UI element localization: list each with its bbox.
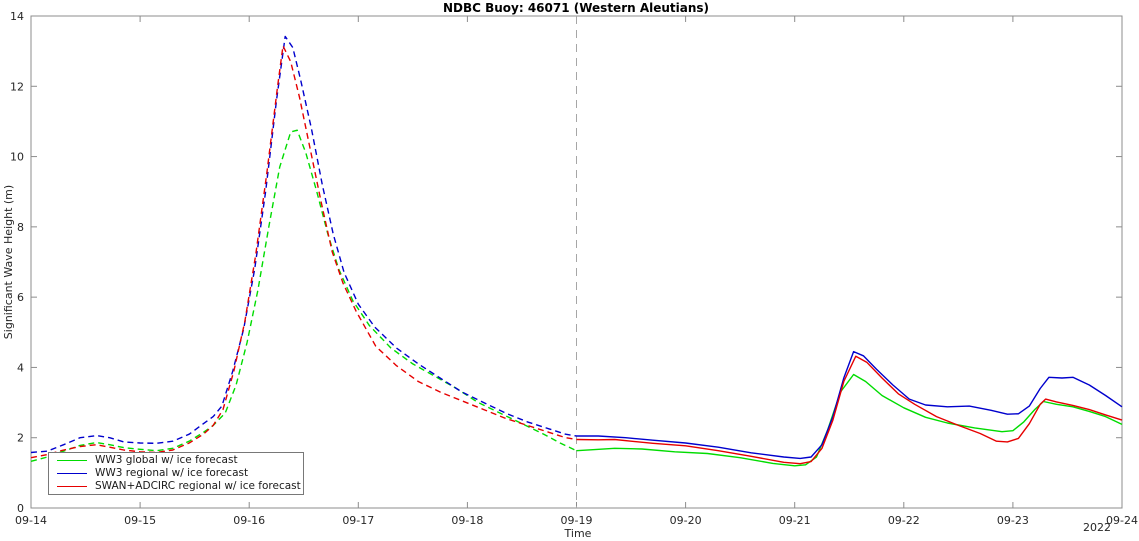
legend-line-swatch-green	[57, 460, 87, 461]
series-hindcast-ww3-regional	[30, 35, 577, 454]
legend: WW3 global w/ ice forecast WW3 regional …	[48, 452, 304, 495]
x-tick-label: 09-23	[997, 514, 1029, 527]
x-tick-label: 09-21	[779, 514, 811, 527]
series-hindcast-ww3-global	[30, 129, 577, 462]
x-tick-label: 09-22	[888, 514, 920, 527]
series-forecast-swan-adcirc-regional	[576, 355, 1123, 465]
y-tick-label: 12	[10, 80, 24, 93]
legend-label: WW3 regional w/ ice forecast	[95, 467, 249, 479]
x-tick-label: 09-14	[15, 514, 47, 527]
x-axis-label: Time	[564, 527, 592, 540]
x-tick-label: 09-24	[1106, 514, 1138, 527]
y-tick-label: 8	[17, 221, 24, 234]
y-tick-label: 4	[17, 361, 24, 374]
y-tick-label: 6	[17, 291, 24, 304]
x-tick-label: 09-20	[670, 514, 702, 527]
series-hindcast-swan-adcirc-regional	[30, 45, 577, 459]
x-tick-label: 09-18	[451, 514, 483, 527]
x-tick-label: 09-15	[124, 514, 156, 527]
legend-item-swan-adcirc: SWAN+ADCIRC regional w/ ice forecast	[57, 480, 301, 493]
x-tick-label: 09-19	[561, 514, 593, 527]
series-forecast-ww3-regional	[576, 350, 1123, 460]
legend-line-swatch-red	[57, 486, 87, 487]
legend-label: WW3 global w/ ice forecast	[95, 454, 238, 466]
legend-item-ww3-regional: WW3 regional w/ ice forecast	[57, 467, 299, 480]
legend-label: SWAN+ADCIRC regional w/ ice forecast	[95, 480, 301, 492]
y-tick-label: 0	[17, 502, 24, 515]
legend-line-swatch-blue	[57, 473, 87, 474]
series-forecast-ww3-global	[576, 373, 1123, 467]
legend-item-ww3-global: WW3 global w/ ice forecast	[57, 454, 299, 467]
x-axis-year-label: 2022	[1083, 521, 1111, 534]
x-tick-label: 09-17	[342, 514, 374, 527]
x-tick-label: 09-16	[233, 514, 265, 527]
y-tick-label: 2	[17, 432, 24, 445]
y-axis-label: Significant Wave Height (m)	[2, 185, 15, 339]
y-tick-label: 14	[10, 10, 24, 23]
chart-title: NDBC Buoy: 46071 (Western Aleutians)	[443, 1, 709, 15]
y-tick-label: 10	[10, 151, 24, 164]
